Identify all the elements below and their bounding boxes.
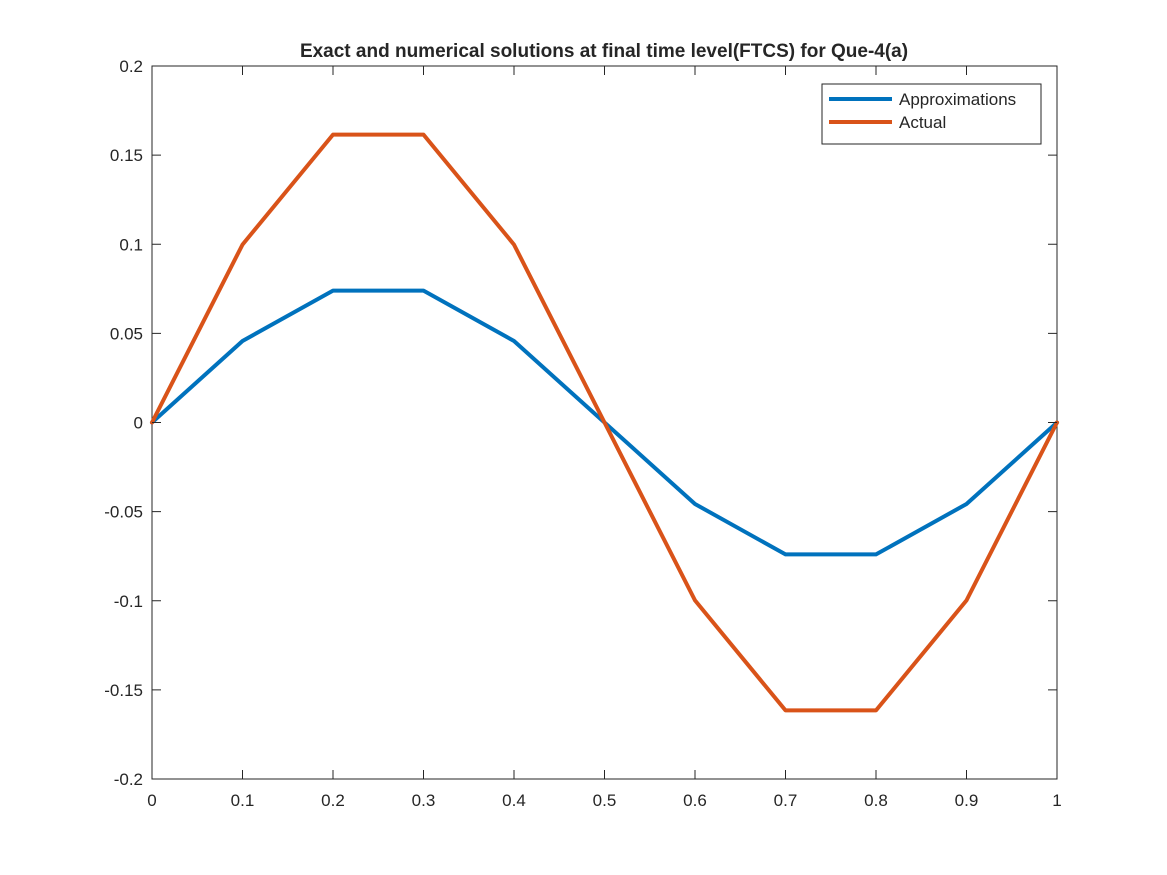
x-tick-label: 0.2 [321, 791, 345, 810]
series-layer [150, 132, 1059, 713]
legend: Approximations Actual [821, 83, 1042, 145]
y-tick-label: -0.1 [114, 592, 143, 611]
y-tick-label: 0.15 [110, 146, 143, 165]
y-tick-label: 0 [134, 414, 143, 433]
series-line-actual [150, 132, 1059, 713]
x-tick-label: 0.3 [412, 791, 436, 810]
x-tick-label: 0.8 [864, 791, 888, 810]
x-tick-label: 0.6 [683, 791, 707, 810]
y-tick-label: -0.05 [104, 503, 143, 522]
legend-label: Approximations [899, 90, 1016, 109]
y-tick-label: 0.1 [119, 235, 143, 254]
x-axis: 0 0.1 0.2 0.3 0.4 0.5 0.6 0.7 0.8 0.9 1 [147, 66, 1062, 810]
x-tick-label: 1 [1052, 791, 1061, 810]
y-tick-label: 0.2 [119, 57, 143, 76]
x-tick-label: 0.4 [502, 791, 526, 810]
x-tick-label: 0.9 [955, 791, 979, 810]
chart-title: Exact and numerical solutions at final t… [300, 41, 908, 62]
y-tick-label: 0.05 [110, 324, 143, 343]
y-axis: -0.2 -0.15 -0.1 -0.05 0 0.05 0.1 0.15 0.2 [104, 57, 1057, 789]
y-tick-label: -0.2 [114, 770, 143, 789]
y-tick-label: -0.15 [104, 681, 143, 700]
legend-label: Actual [899, 113, 946, 132]
x-tick-label: 0 [147, 791, 156, 810]
legend-box [821, 83, 1042, 145]
x-tick-label: 0.1 [231, 791, 255, 810]
x-tick-label: 0.5 [593, 791, 617, 810]
x-tick-label: 0.7 [774, 791, 798, 810]
